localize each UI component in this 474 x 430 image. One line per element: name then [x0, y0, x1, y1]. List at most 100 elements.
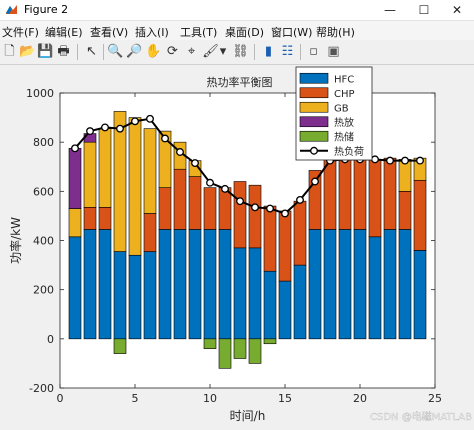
bar-HFC-3	[98, 229, 112, 340]
load-marker-13	[251, 203, 259, 212]
pan-hand-icon[interactable]: ✋	[145, 44, 162, 59]
y-tick-label: 400	[33, 235, 54, 248]
close-button[interactable]: ✕	[451, 3, 463, 17]
legend-swatch-热放	[299, 116, 329, 128]
menu-bar: 文件(F) 编辑(E) 查看(V) 插入(I) 工具(T) 桌面(D) 窗口(W…	[0, 21, 474, 40]
print-icon[interactable]: 🖶	[57, 44, 70, 59]
bar-CHP-13	[248, 184, 262, 249]
menu-file[interactable]: 文件(F)	[2, 26, 39, 39]
brush-icon[interactable]: 🖌	[202, 44, 219, 59]
bar-GB-6	[143, 128, 157, 214]
save-icon[interactable]: 💾	[37, 44, 54, 59]
load-marker-4	[116, 124, 124, 133]
load-marker-22	[386, 156, 394, 165]
bar-HFC-20	[353, 229, 367, 340]
bar-CHP-9	[188, 176, 202, 230]
bar-CHP-14	[263, 205, 277, 272]
bar-CHP-2	[83, 207, 97, 230]
new-figure-icon[interactable]: 🗋	[4, 44, 15, 59]
legend-marker-swatch	[310, 146, 318, 155]
menu-help[interactable]: 帮助(H)	[316, 26, 355, 39]
zoom-in-icon[interactable]: 🔍	[107, 44, 124, 59]
legend-label-热放: 热放	[334, 116, 354, 129]
x-tick-label: 25	[428, 392, 442, 405]
menu-edit[interactable]: 编辑(E)	[45, 26, 83, 39]
bar-HFC-1	[68, 236, 82, 340]
legend-label-热储: 热储	[334, 130, 354, 143]
minimize-button[interactable]: —	[384, 3, 396, 17]
x-tick-label: 10	[203, 392, 217, 405]
bar-CHP-21	[368, 159, 382, 238]
zoom-out-icon[interactable]: 🔎	[126, 44, 143, 59]
menu-insert[interactable]: 插入(I)	[135, 26, 169, 39]
menu-window[interactable]: 窗口(W)	[271, 26, 313, 39]
link-plot-icon[interactable]: ⛓	[232, 44, 249, 59]
rotate-3d-icon[interactable]: ⟳	[167, 44, 178, 59]
bar-热储-10	[203, 338, 217, 349]
bar-HFC-13	[248, 247, 262, 340]
load-marker-12	[236, 197, 244, 206]
legend-swatch-热储	[299, 130, 329, 142]
bar-HFC-24	[413, 250, 427, 340]
load-marker-21	[371, 155, 379, 164]
y-tick-label: 0	[47, 333, 54, 346]
bar-CHP-11	[218, 187, 232, 230]
bar-HFC-18	[323, 229, 337, 340]
bar-HFC-6	[143, 251, 157, 340]
bar-HFC-4	[113, 251, 127, 340]
load-marker-5	[131, 117, 139, 126]
csdn-watermark: CSDN @电磁MATLAB	[370, 410, 472, 423]
menu-view[interactable]: 查看(V)	[90, 26, 129, 39]
maximize-button[interactable]: ☐	[418, 3, 430, 17]
show-plot-tools-icon[interactable]: ▣	[327, 44, 340, 59]
bar-CHP-24	[413, 179, 427, 251]
load-marker-7	[161, 134, 169, 143]
load-marker-17	[311, 177, 319, 186]
menu-tools[interactable]: 工具(T)	[180, 26, 218, 39]
bar-HFC-2	[83, 229, 97, 340]
bar-HFC-19	[338, 229, 352, 340]
load-marker-24	[416, 156, 424, 165]
brush-dropdown-icon[interactable]: ▾	[219, 44, 227, 59]
toolbar-separator	[103, 44, 104, 60]
bar-热储-4	[113, 338, 127, 354]
y-tick-label: 800	[33, 136, 54, 149]
bar-HFC-12	[233, 247, 247, 340]
window-title: Figure 2	[24, 3, 69, 16]
bar-HFC-14	[263, 270, 277, 340]
menu-desktop[interactable]: 桌面(D)	[225, 26, 265, 39]
bar-HFC-9	[188, 229, 202, 340]
edit-plot-arrow-icon[interactable]: ↖	[86, 44, 97, 59]
load-marker-3	[101, 123, 109, 132]
figure-canvas: 0 5 10 15 20 25 -200 0 200 400 600 800 1000 热功率平衡图 时间/…	[0, 65, 474, 426]
bar-GB-3	[98, 128, 112, 208]
bar-HFC-7	[158, 229, 172, 340]
x-tick-label: 20	[353, 392, 367, 405]
insert-legend-icon[interactable]: ☷	[281, 44, 294, 59]
insert-colorbar-icon[interactable]: ▮	[264, 44, 273, 59]
bar-CHP-8	[173, 168, 187, 230]
bar-CHP-3	[98, 207, 112, 230]
legend-swatch-HFC	[299, 72, 329, 84]
load-marker-14	[266, 204, 274, 213]
hide-plot-tools-icon[interactable]: ▫	[309, 44, 318, 59]
data-cursor-icon[interactable]: ⌖	[187, 44, 196, 59]
x-tick-label: 0	[57, 392, 64, 405]
y-tick-label: 1000	[26, 87, 54, 100]
bar-GB-2	[83, 141, 97, 208]
load-marker-2	[86, 127, 94, 136]
bar-CHP-6	[143, 213, 157, 252]
bar-热储-11	[218, 338, 232, 369]
legend-label-热负荷: 热负荷	[334, 145, 364, 158]
bar-GB-4	[113, 111, 127, 252]
open-file-icon[interactable]: 📂	[19, 44, 36, 59]
y-tick-label: 200	[33, 284, 54, 297]
y-tick-label: -200	[29, 382, 54, 395]
bar-CHP-22	[383, 157, 397, 230]
bar-HFC-17	[308, 229, 322, 340]
bar-HFC-15	[278, 280, 292, 340]
matlab-app-icon	[6, 5, 17, 14]
bar-热储-13	[248, 338, 262, 364]
load-marker-11	[221, 184, 229, 193]
bar-CHP-12	[233, 181, 247, 249]
